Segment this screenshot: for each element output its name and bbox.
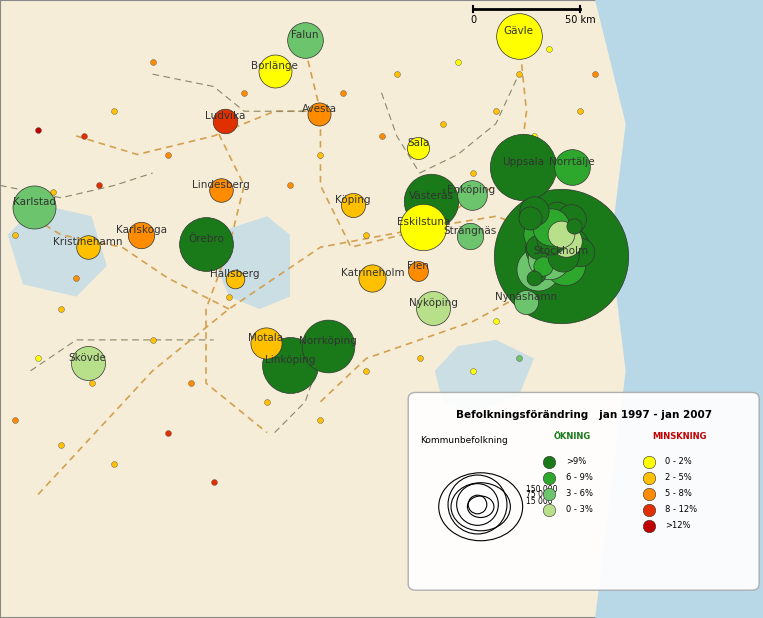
Point [162, 150, 174, 159]
Point [162, 428, 174, 438]
Text: >12%: >12% [665, 522, 691, 530]
Point [555, 252, 567, 261]
Text: Flen: Flen [407, 261, 429, 271]
Point [208, 477, 220, 487]
Text: 75 000: 75 000 [526, 490, 553, 499]
Polygon shape [595, 0, 763, 618]
Text: Norrtälje: Norrtälje [549, 157, 595, 167]
Point [238, 88, 250, 98]
Point [32, 353, 44, 363]
Point [545, 222, 557, 232]
Point [471, 499, 483, 509]
Point [28, 202, 40, 212]
Text: Motala: Motala [248, 333, 283, 343]
Text: Norrköping: Norrköping [299, 336, 357, 346]
Point [223, 292, 235, 302]
Point [436, 119, 449, 129]
Point [9, 415, 21, 425]
Point [642, 457, 655, 467]
Point [219, 116, 231, 125]
Text: 3 - 6%: 3 - 6% [566, 489, 593, 498]
Point [412, 266, 424, 276]
Point [9, 230, 21, 240]
Text: 5 - 8%: 5 - 8% [665, 489, 692, 498]
Text: Västerås: Västerås [409, 191, 453, 201]
Point [543, 489, 555, 499]
Point [70, 273, 82, 283]
Point [215, 185, 227, 195]
Text: Linköping: Linköping [265, 355, 315, 365]
Text: Eskilstuna: Eskilstuna [397, 218, 450, 227]
Point [642, 473, 655, 483]
Point [452, 193, 464, 203]
Point [589, 69, 601, 79]
Point [642, 521, 655, 531]
Point [467, 230, 479, 240]
Text: Nyköping: Nyköping [409, 298, 458, 308]
Text: Örebro: Örebro [188, 234, 224, 244]
Text: 50 km: 50 km [565, 15, 595, 25]
Point [532, 242, 544, 252]
Point [391, 69, 403, 79]
Point [360, 230, 372, 240]
Point [471, 499, 483, 509]
Point [200, 239, 212, 249]
Point [532, 270, 544, 280]
Polygon shape [214, 216, 290, 309]
Text: Befolkningsförändring   jan 1997 - jan 2007: Befolkningsförändring jan 1997 - jan 200… [456, 410, 712, 420]
Text: Strängnäs: Strängnäs [443, 226, 497, 236]
Point [562, 242, 575, 252]
Point [259, 338, 272, 348]
Point [346, 200, 359, 210]
Text: Falun: Falun [291, 30, 319, 40]
Point [543, 505, 555, 515]
Text: Gävle: Gävle [504, 26, 534, 36]
Point [528, 273, 540, 283]
Point [313, 109, 325, 119]
Point [557, 252, 569, 261]
Point [543, 457, 555, 467]
Point [82, 358, 94, 368]
Point [427, 303, 439, 313]
Point [78, 131, 90, 141]
Point [549, 233, 562, 243]
Point [542, 243, 554, 253]
Point [146, 57, 159, 67]
Point [47, 187, 60, 197]
Point [568, 221, 580, 231]
Point [436, 304, 449, 314]
Point [314, 415, 327, 425]
Point [513, 31, 525, 41]
Point [574, 247, 586, 257]
Point [552, 224, 565, 234]
Point [269, 66, 281, 76]
Text: Avesta: Avesta [301, 104, 336, 114]
Text: Karlstad: Karlstad [13, 197, 56, 207]
Text: Köping: Köping [335, 195, 370, 205]
Point [360, 366, 372, 376]
Text: 2 - 5%: 2 - 5% [665, 473, 692, 482]
Point [543, 473, 555, 483]
Point [465, 190, 478, 200]
Text: Skövde: Skövde [69, 353, 107, 363]
Point [528, 131, 540, 141]
Text: MINSKNING: MINSKNING [652, 432, 707, 441]
Point [414, 193, 426, 203]
Text: Karlskoga: Karlskoga [116, 225, 166, 235]
Point [366, 273, 378, 283]
Text: 0: 0 [470, 15, 476, 25]
Point [146, 335, 159, 345]
Point [490, 316, 502, 326]
Point [559, 260, 571, 269]
Point [185, 378, 197, 388]
Text: Sala: Sala [407, 138, 430, 148]
Point [452, 57, 464, 67]
Point [108, 106, 121, 116]
Point [520, 297, 533, 307]
Point [536, 229, 548, 239]
Text: ÖKNING: ÖKNING [554, 432, 591, 441]
Text: 6 - 9%: 6 - 9% [566, 473, 593, 482]
Text: >9%: >9% [566, 457, 587, 466]
Text: Ludvika: Ludvika [205, 111, 245, 121]
